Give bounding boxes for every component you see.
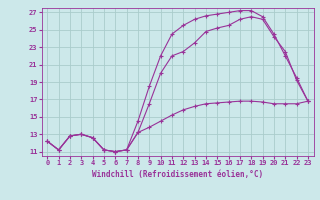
X-axis label: Windchill (Refroidissement éolien,°C): Windchill (Refroidissement éolien,°C) <box>92 170 263 179</box>
